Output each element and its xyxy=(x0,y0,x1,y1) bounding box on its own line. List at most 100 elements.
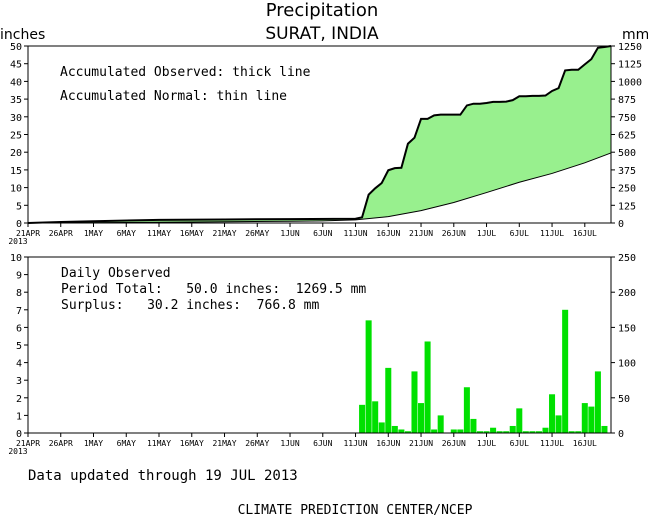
bottom-y2-tick-label: 100 xyxy=(618,359,636,370)
daily-bar xyxy=(542,427,549,433)
daily-bar xyxy=(522,431,529,433)
top-y-tick-label: 15 xyxy=(10,166,22,177)
bottom-y2-tick-label: 200 xyxy=(618,288,636,299)
top-y-tick-label: 50 xyxy=(10,42,22,53)
daily-bar xyxy=(601,425,608,433)
top-y2-tick-label: 625 xyxy=(618,131,636,142)
top-y-tick-label: 10 xyxy=(10,184,22,195)
daily-bar xyxy=(385,367,392,433)
top-y-tick-label: 25 xyxy=(10,131,22,142)
daily-bar xyxy=(359,404,366,433)
bottom-y-tick-label: 9 xyxy=(16,271,22,282)
bottom-x-tick-label: 16JUN xyxy=(376,439,400,448)
daily-bar xyxy=(424,341,431,433)
bottom-y-tick-label: 1 xyxy=(16,411,22,422)
bottom-x-tick-label: 21APR xyxy=(16,439,40,448)
bottom-y-tick-label: 4 xyxy=(16,359,22,370)
daily-bar xyxy=(418,403,425,433)
bottom-x-tick-label: 11JUN xyxy=(343,439,367,448)
daily-bar xyxy=(483,431,490,433)
daily-bar xyxy=(575,431,582,433)
bottom-x-tick-label: 6JUL xyxy=(510,439,529,448)
top-y2-tick-label: 125 xyxy=(618,201,636,212)
daily-bar xyxy=(555,415,562,433)
daily-bar xyxy=(404,431,411,433)
top-y2-tick-label: 1000 xyxy=(618,77,642,88)
bottom-y2-tick-label: 250 xyxy=(618,253,636,264)
top-y2-tick-label: 375 xyxy=(618,166,636,177)
daily-bar xyxy=(398,429,405,433)
daily-bar xyxy=(476,431,484,433)
daily-bar xyxy=(365,320,372,433)
top-x-tick-label: 16JUN xyxy=(376,229,400,238)
bottom-x-tick-label: 26JUN xyxy=(442,439,466,448)
top-y2-tick-label: 250 xyxy=(618,184,636,195)
data-updated-note: Data updated through 19 JUL 2013 xyxy=(28,468,298,484)
daily-bar xyxy=(562,309,569,433)
daily-bar xyxy=(463,387,470,433)
top-y2-tick-label: 1125 xyxy=(618,60,642,71)
top-x-tick-label: 6JUN xyxy=(313,229,332,238)
top-x-tick-label: 1MAY xyxy=(84,229,103,238)
top-x-tick-label: 26APR xyxy=(49,229,73,238)
bottom-y2-tick-label: 50 xyxy=(618,394,630,405)
accumulated-observed-line xyxy=(27,45,612,224)
top-x-tick-label: 21APR xyxy=(16,229,40,238)
top-x-tick-label: 21JUN xyxy=(409,229,433,238)
daily-bar xyxy=(450,429,457,433)
bottom-x-tick-label: 11MAY xyxy=(147,439,171,448)
top-y2-tick-label: 750 xyxy=(618,113,636,124)
top-y-tick-label: 20 xyxy=(10,148,22,159)
daily-observed-label: Daily Observed xyxy=(61,266,171,281)
top-y2-tick-label: 0 xyxy=(618,219,624,230)
top-x-tick-label: 21MAY xyxy=(212,229,236,238)
top-x-tick-label: 1JUL xyxy=(477,229,496,238)
surplus-label: Surplus: 30.2 inches: 766.8 mm xyxy=(61,298,319,313)
top-x-tick-label: 6MAY xyxy=(117,229,136,238)
top-y2-tick-label: 1250 xyxy=(618,42,642,53)
top-y2-tick-label: 875 xyxy=(618,95,636,106)
top-x-tick-label: 6JUL xyxy=(510,229,529,238)
daily-bar xyxy=(490,427,497,433)
chart-subtitle: SURAT, INDIA xyxy=(265,24,379,44)
bottom-y2-tick-label: 0 xyxy=(618,429,624,440)
top-x-tick-label: 11JUN xyxy=(343,229,367,238)
daily-bar xyxy=(529,431,536,433)
surplus-fill xyxy=(28,46,611,223)
top-y-tick-label: 30 xyxy=(10,113,22,124)
bottom-x-tick-label: 1JUL xyxy=(477,439,496,448)
accumulated-panel: 0510152025303540455001252503755006257508… xyxy=(8,42,642,246)
top-y-tick-label: 35 xyxy=(10,95,22,106)
top-y-tick-label: 5 xyxy=(16,201,22,212)
bottom-y-tick-label: 6 xyxy=(16,323,22,334)
daily-bar xyxy=(372,401,379,433)
bottom-x-tick-label: 26MAY xyxy=(245,439,269,448)
daily-bar xyxy=(378,422,385,433)
bottom-x-tick-label: 1MAY xyxy=(84,439,103,448)
top-x-tick-label: 16JUL xyxy=(573,229,597,238)
daily-bar xyxy=(437,415,444,433)
right-unit-label: mm xyxy=(622,27,648,43)
legend-observed: Accumulated Observed: thick line xyxy=(60,65,311,80)
top-x-tick-label: 1JUN xyxy=(280,229,299,238)
bottom-x-tick-label: 21JUN xyxy=(409,439,433,448)
bottom-x-tick-label: 6MAY xyxy=(117,439,136,448)
bottom-y-tick-label: 10 xyxy=(10,253,22,264)
daily-bar xyxy=(496,431,503,433)
bottom-x-tick-label: 11JUL xyxy=(540,439,564,448)
bottom-y-tick-label: 7 xyxy=(16,306,22,317)
daily-bar xyxy=(549,394,556,433)
bottom-y-tick-label: 8 xyxy=(16,288,22,299)
top-x-tick-label: 11JUL xyxy=(540,229,564,238)
bottom-y-tick-label: 0 xyxy=(16,429,22,440)
top-y-tick-label: 45 xyxy=(10,60,22,71)
top-x-tick-label: 16MAY xyxy=(180,229,204,238)
top-x-tick-label: 26MAY xyxy=(245,229,269,238)
daily-bar xyxy=(411,371,418,433)
top-x-tick-label: 11MAY xyxy=(147,229,171,238)
bottom-y-tick-label: 3 xyxy=(16,376,22,387)
bottom-x-tick-label: 21MAY xyxy=(212,439,236,448)
period-total-label: Period Total: 50.0 inches: 1269.5 mm xyxy=(61,282,366,297)
top-y-tick-label: 0 xyxy=(16,219,22,230)
